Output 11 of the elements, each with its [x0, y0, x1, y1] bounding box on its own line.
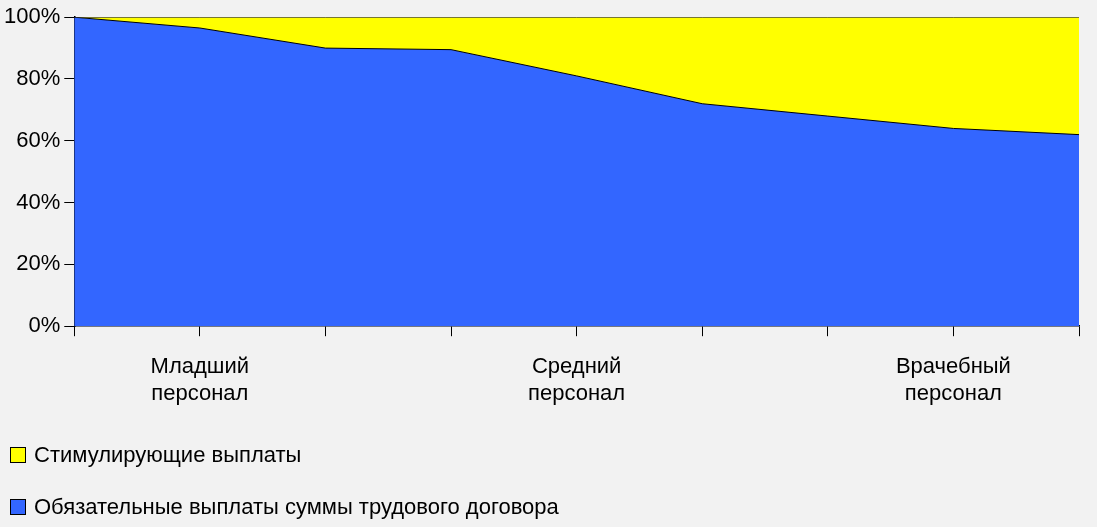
y-tick-label: 40% [16, 188, 61, 214]
x-tick-label: Младший персонал [150, 353, 250, 405]
x-tick-label: Врачебный персонал [895, 353, 1011, 405]
x-tick-label: Средний персонал [528, 353, 626, 405]
legend-label: Обязательные выплаты суммы трудового договора [34, 494, 559, 520]
y-tick-label: 0% [28, 312, 61, 338]
y-tick-label: 60% [16, 126, 61, 152]
y-tick-label: 80% [16, 65, 61, 91]
legend-label: Стимулирующие выплаты [34, 442, 302, 468]
y-tick-label: 100% [3, 3, 61, 29]
y-tick-label: 20% [16, 250, 61, 276]
